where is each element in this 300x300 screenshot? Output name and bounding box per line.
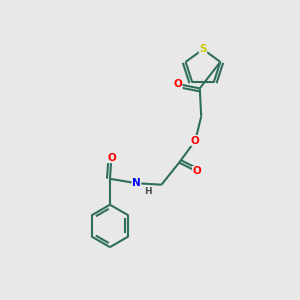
- Text: O: O: [107, 153, 116, 163]
- Text: H: H: [144, 187, 152, 196]
- Text: O: O: [173, 79, 182, 89]
- Text: S: S: [199, 44, 207, 54]
- Text: N: N: [132, 178, 141, 188]
- Text: O: O: [191, 136, 200, 146]
- Text: O: O: [192, 167, 201, 176]
